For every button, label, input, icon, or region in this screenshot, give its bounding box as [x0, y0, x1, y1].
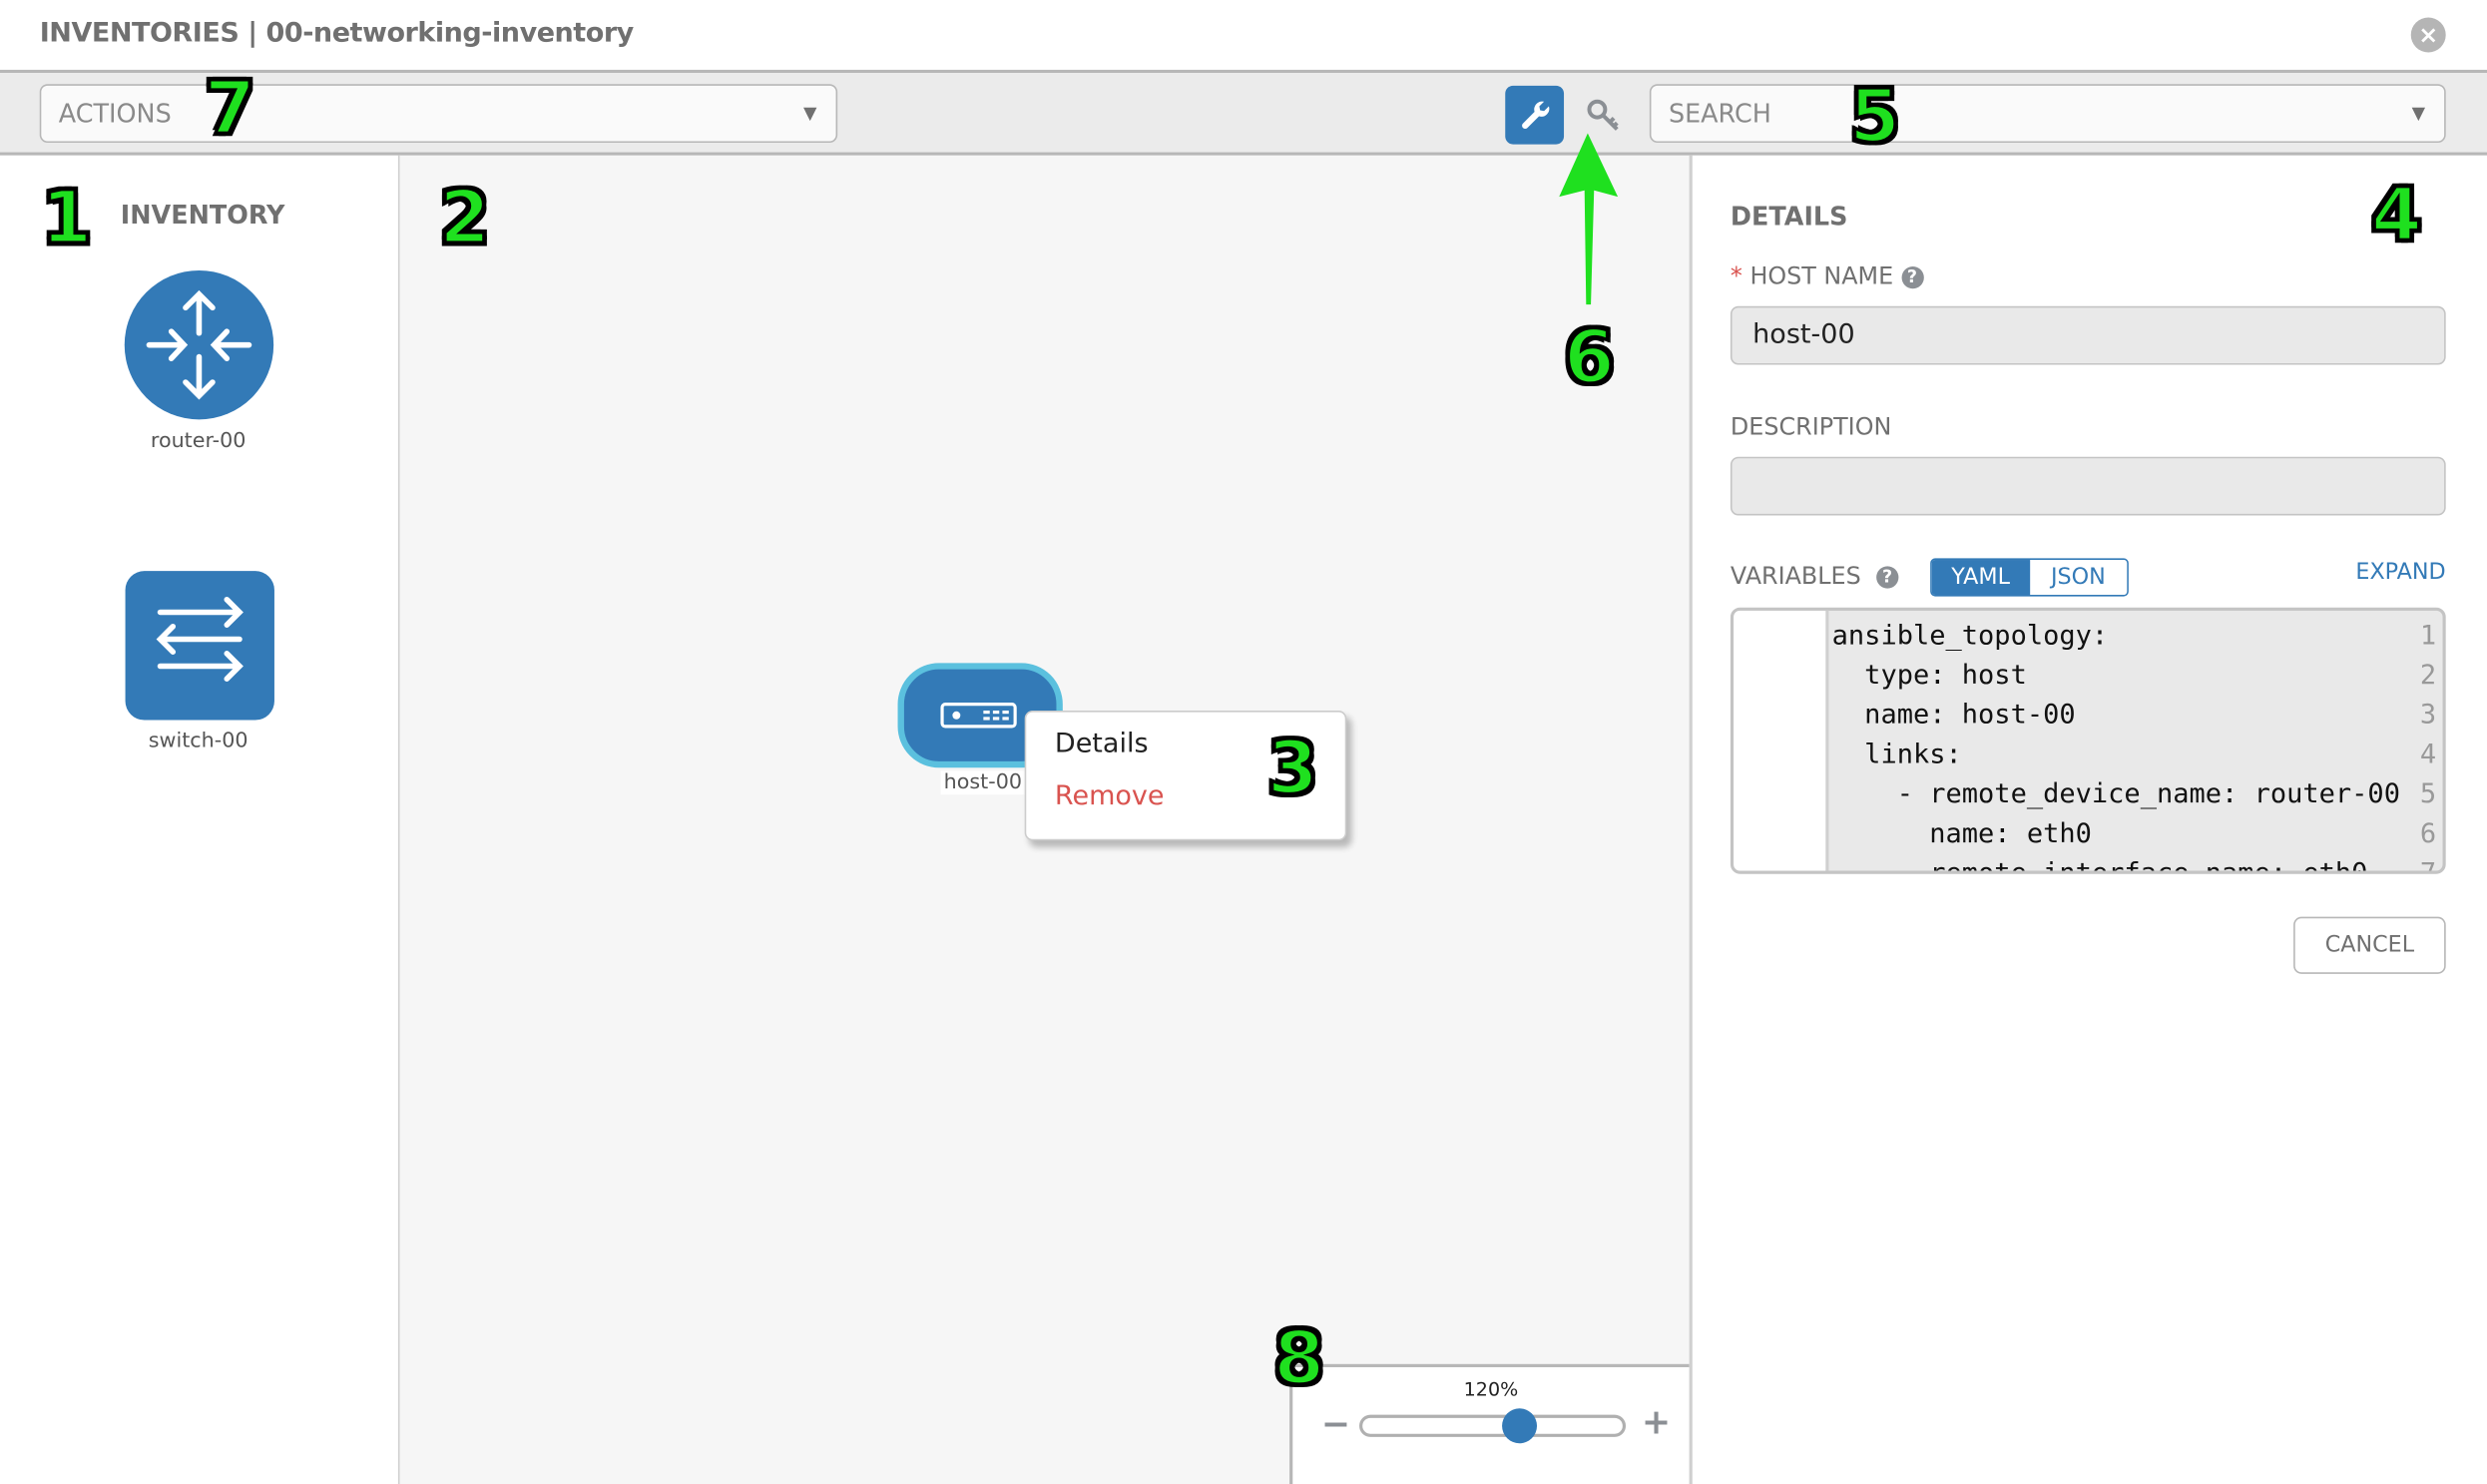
code-line: links:: [1831, 739, 1962, 771]
variables-label-text: VARIABLES: [1730, 561, 1861, 591]
line-number: 5: [2419, 778, 2437, 811]
format-toggle: YAML JSON: [1930, 558, 2129, 597]
page-title: INVENTORIES | 00-networking-inventory: [39, 17, 635, 50]
inventory-item-router[interactable]: [124, 269, 274, 420]
line-number: 6: [2419, 818, 2437, 850]
chevron-down-icon: ▼: [2411, 103, 2426, 124]
line-number: 7: [2419, 857, 2437, 874]
line-number: 4: [2419, 739, 2437, 771]
annotation-1: 1: [40, 174, 94, 260]
close-icon[interactable]: ×: [2410, 17, 2446, 53]
host-name-label-text: HOST NAME: [1749, 261, 1894, 290]
help-icon[interactable]: ?: [1900, 266, 1924, 289]
line-number: 2: [2419, 660, 2437, 692]
cancel-button[interactable]: CANCEL: [2293, 916, 2446, 974]
line-number: 1: [2419, 620, 2437, 653]
switch-icon: [156, 596, 244, 683]
code-line: name: eth0: [1831, 818, 2092, 850]
line-number: 3: [2419, 699, 2437, 732]
menu-item-details[interactable]: Details: [1054, 728, 1149, 760]
search-placeholder: SEARCH: [1668, 98, 1771, 129]
required-mark: *: [1730, 261, 1742, 290]
code-line: remote_interface_name: eth0: [1831, 857, 2368, 874]
wrench-button[interactable]: [1505, 85, 1565, 145]
wrench-icon: [1522, 101, 1550, 130]
switch-label: switch-00: [148, 730, 249, 753]
menu-item-remove[interactable]: Remove: [1054, 779, 1165, 812]
annotation-4: 4: [2369, 171, 2423, 257]
description-label: DESCRIPTION: [1730, 412, 1892, 441]
code-line: type: host: [1831, 660, 2027, 692]
host-node-label: host-00: [940, 770, 1026, 795]
title-bar: INVENTORIES | 00-networking-inventory ×: [0, 0, 2487, 74]
code-line: ansible_topology:: [1831, 620, 2109, 653]
search-dropdown[interactable]: SEARCH ▼: [1649, 84, 2446, 144]
zoom-in-icon[interactable]: +: [1641, 1403, 1672, 1444]
annotation-3: 3: [1265, 725, 1319, 811]
annotation-2: 2: [438, 174, 492, 260]
zoom-slider-track[interactable]: [1359, 1414, 1627, 1437]
inventory-title: INVENTORY: [120, 200, 285, 231]
host-name-input[interactable]: host-00: [1730, 305, 2446, 365]
context-menu: Details Remove: [1024, 711, 1347, 841]
yaml-toggle[interactable]: YAML: [1931, 560, 2030, 595]
variables-label: VARIABLES ?: [1730, 561, 1899, 591]
zoom-slider-thumb[interactable]: [1501, 1408, 1537, 1444]
router-icon: [124, 269, 274, 420]
actions-dropdown[interactable]: ACTIONS ▼: [39, 84, 838, 144]
help-icon[interactable]: ?: [1875, 566, 1899, 589]
variables-editor[interactable]: 1 ansible_topology: 2 type: host 3 name: ho…: [1730, 607, 2446, 874]
expand-link[interactable]: EXPAND: [2355, 560, 2446, 586]
zoom-out-icon[interactable]: −: [1320, 1405, 1351, 1445]
host-server-icon: [940, 703, 1017, 729]
annotation-7: 7: [203, 65, 256, 151]
actions-placeholder: ACTIONS: [58, 98, 172, 129]
host-name-label: * HOST NAME ?: [1730, 261, 1924, 290]
description-input[interactable]: [1730, 456, 2446, 516]
json-toggle[interactable]: JSON: [2029, 560, 2128, 595]
code-line: - remote_device_name: router-00: [1831, 778, 2400, 811]
inventory-item-switch[interactable]: [125, 571, 274, 721]
annotation-5: 5: [1848, 73, 1902, 159]
key-icon[interactable]: [1583, 95, 1624, 136]
router-label: router-00: [150, 429, 247, 454]
code-line: name: host-00: [1831, 699, 2076, 732]
chevron-down-icon: ▼: [803, 103, 817, 124]
zoom-level: 120%: [1463, 1378, 1519, 1401]
inventory-panel: INVENTORY router-00 switch-00: [0, 155, 402, 1484]
line-number-gutter: [1734, 610, 1829, 871]
annotation-6: 6: [1562, 313, 1616, 400]
annotation-8: 8: [1272, 1314, 1326, 1401]
zoom-widget: 120% − +: [1289, 1363, 1690, 1484]
details-title: DETAILS: [1730, 201, 1848, 233]
annotation-arrow-icon: [1559, 133, 1619, 305]
